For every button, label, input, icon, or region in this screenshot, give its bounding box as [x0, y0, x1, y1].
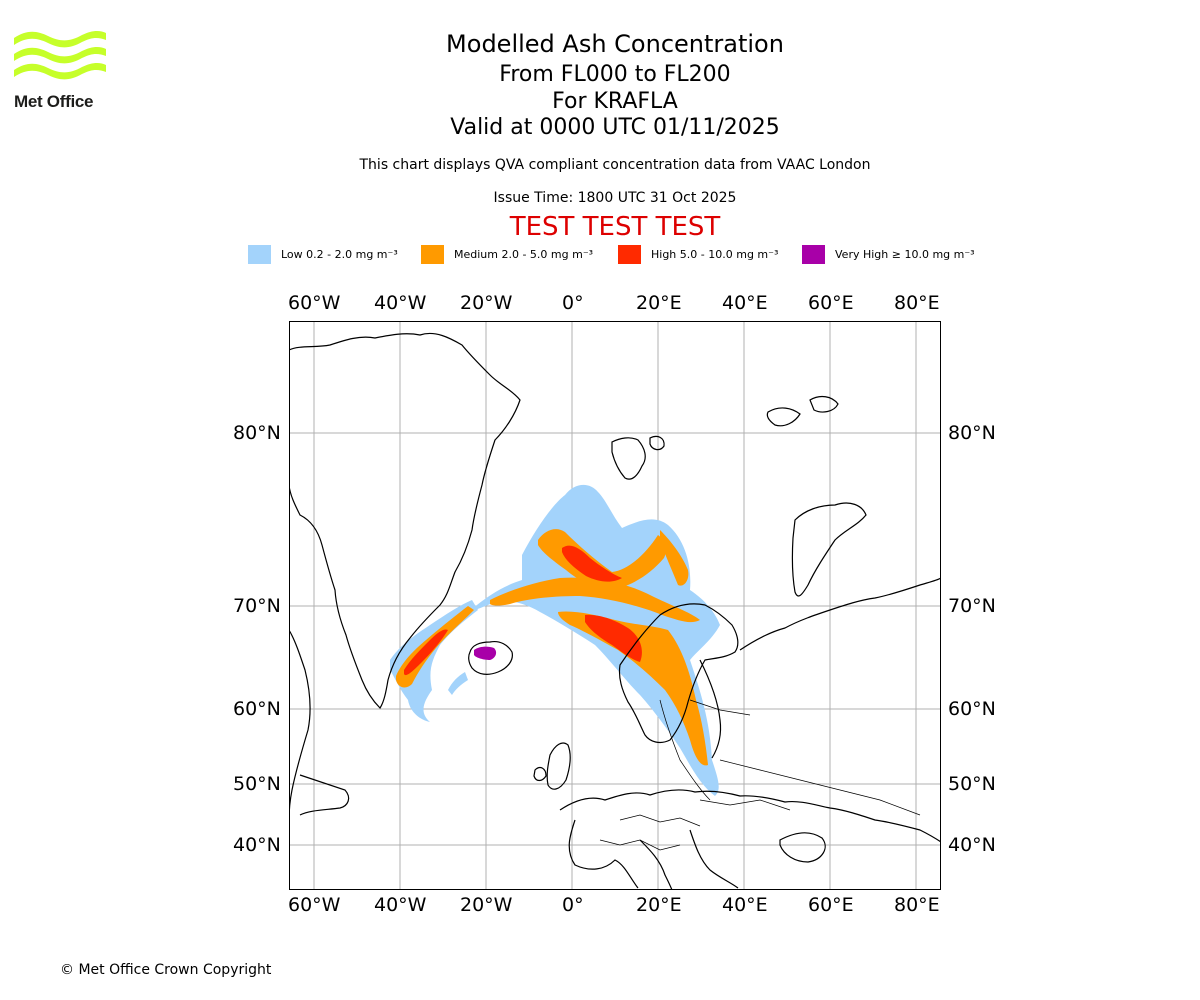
lon-label-bottom: 80°E [894, 894, 940, 916]
lon-label-bottom: 40°W [374, 894, 427, 916]
lat-label-left: 80°N [233, 422, 281, 444]
test-banner: TEST TEST TEST [509, 212, 721, 242]
chart-title: Modelled Ash Concentration [446, 30, 784, 58]
legend-label-medium: Medium 2.0 - 5.0 mg m⁻³ [454, 247, 594, 261]
met-office-logo: Met Office [14, 30, 109, 112]
lon-label-top: 20°E [636, 292, 682, 314]
lon-label-top: 60°W [288, 292, 341, 314]
lon-label-top: 0° [562, 292, 584, 314]
lon-label-top: 40°W [374, 292, 427, 314]
lon-label-top: 40°E [722, 292, 768, 314]
copyright: © Met Office Crown Copyright [60, 962, 272, 978]
volcano-name: For KRAFLA [552, 89, 678, 114]
lat-label-right: 80°N [948, 422, 996, 444]
lat-label-right: 40°N [948, 834, 996, 856]
coastlines [289, 332, 941, 890]
lat-label-right: 50°N [948, 773, 996, 795]
legend-label-low: Low 0.2 - 2.0 mg m⁻³ [281, 247, 398, 261]
lon-label-bottom: 0° [562, 894, 584, 916]
country-borders [599, 699, 921, 851]
lon-label-top: 60°E [808, 292, 854, 314]
chart-description: This chart displays QVA compliant concen… [359, 157, 871, 173]
lon-label-bottom: 40°E [722, 894, 768, 916]
legend-swatch-high [618, 244, 641, 264]
logo-text: Met Office [14, 92, 94, 111]
lat-label-right: 60°N [948, 698, 996, 720]
lon-label-top: 80°E [894, 292, 940, 314]
legend-label-high: High 5.0 - 10.0 mg m⁻³ [651, 247, 779, 261]
level-range: From FL000 to FL200 [499, 62, 731, 87]
legend-swatch-low [248, 244, 271, 264]
lon-label-bottom: 60°W [288, 894, 341, 916]
lat-label-left: 60°N [233, 698, 281, 720]
lat-label-right: 70°N [948, 595, 996, 617]
legend-swatch-very-high [802, 244, 825, 264]
valid-time: Valid at 0000 UTC 01/11/2025 [450, 115, 780, 140]
legend-item-very-high: Very High ≥ 10.0 mg m⁻³ [802, 243, 975, 265]
ash-very-high-concentration [474, 646, 497, 660]
ash-high-concentration [404, 545, 642, 676]
lat-label-left: 40°N [233, 834, 281, 856]
lon-label-bottom: 20°W [460, 894, 513, 916]
met-office-waves-icon [14, 30, 106, 80]
issue-time: Issue Time: 1800 UTC 31 Oct 2025 [493, 190, 737, 206]
legend-item-high: High 5.0 - 10.0 mg m⁻³ [618, 243, 778, 265]
map-frame [289, 321, 941, 890]
lat-label-left: 70°N [233, 595, 281, 617]
ash-concentration-map [289, 321, 941, 890]
legend-label-very-high: Very High ≥ 10.0 mg m⁻³ [835, 247, 975, 261]
lat-label-left: 50°N [233, 773, 281, 795]
lon-label-bottom: 60°E [808, 894, 854, 916]
lon-label-top: 20°W [460, 292, 513, 314]
lon-label-bottom: 20°E [636, 894, 682, 916]
legend-item-low: Low 0.2 - 2.0 mg m⁻³ [248, 243, 398, 265]
legend-swatch-medium [421, 244, 444, 264]
legend-item-medium: Medium 2.0 - 5.0 mg m⁻³ [421, 243, 593, 265]
